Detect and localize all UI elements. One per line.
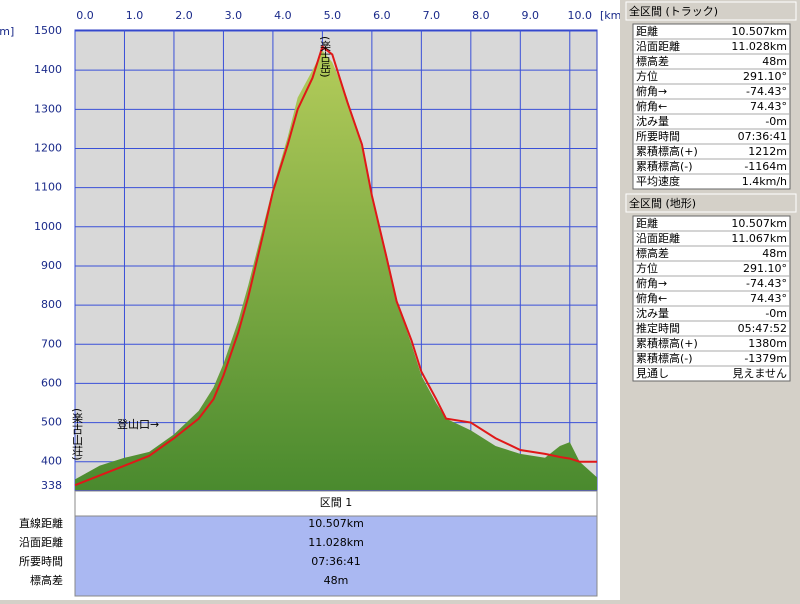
stat-value: 1380m bbox=[748, 337, 787, 350]
stat-label: 方位 bbox=[636, 261, 658, 275]
stat-value: -1164m bbox=[744, 160, 787, 173]
stat-label: 推定時間 bbox=[636, 321, 680, 335]
y-tick-label: 338 bbox=[41, 479, 62, 492]
stat-label: 方位 bbox=[636, 69, 658, 83]
stat-label: 標高差 bbox=[636, 246, 669, 260]
summit-label: (楽古岳) bbox=[319, 36, 332, 78]
stat-label: 距離 bbox=[636, 216, 658, 230]
stat-value: 11.067km bbox=[731, 232, 787, 245]
marks bbox=[74, 44, 597, 491]
y-tick-label: 1100 bbox=[34, 181, 62, 194]
segment-value: 10.507km bbox=[308, 517, 364, 530]
segment-value: 48m bbox=[324, 574, 349, 587]
panel-table bbox=[632, 23, 791, 190]
segment-label: 沿面距離 bbox=[19, 535, 63, 549]
y-tick-label: 900 bbox=[41, 259, 62, 272]
segment-label: 所要時間 bbox=[19, 555, 63, 568]
stat-value: 291.10° bbox=[743, 262, 787, 275]
stat-label: 俯角→ bbox=[636, 84, 667, 98]
x-tick-label: 6.0 bbox=[373, 9, 391, 22]
stat-value: -0m bbox=[765, 307, 787, 320]
stat-label: 沿面距離 bbox=[636, 231, 680, 245]
panel-title-box bbox=[625, 1, 797, 21]
stat-label: 累積標高(-) bbox=[636, 351, 693, 365]
stat-label: 俯角→ bbox=[636, 276, 667, 290]
x-tick-label: 0.0 bbox=[76, 9, 94, 22]
stat-value: 74.43° bbox=[750, 100, 787, 113]
x-tick-label: 8.0 bbox=[472, 9, 490, 22]
stat-label: 沈み量 bbox=[636, 114, 669, 128]
stat-value: -74.43° bbox=[746, 85, 787, 98]
stat-value: 見えません bbox=[732, 367, 787, 380]
stat-label: 俯角← bbox=[636, 291, 667, 305]
segment-value: 07:36:41 bbox=[311, 555, 360, 568]
labels: 0.0 1.0 2.0 3.0 4.0 5.0 6.0 7.0 8.0 9.0 10.0 338 400… bbox=[34, 9, 592, 492]
y-tick-label: 1400 bbox=[34, 63, 62, 76]
stat-value: 291.10° bbox=[743, 70, 787, 83]
stat-value: 1.4km/h bbox=[742, 175, 787, 188]
segment-label: 直線距離 bbox=[19, 516, 63, 530]
x-tick-label: 9.0 bbox=[522, 9, 540, 22]
y-tick-label: 1200 bbox=[34, 141, 62, 154]
y-tick-label: 500 bbox=[41, 416, 62, 429]
y-unit-label: [m] bbox=[0, 25, 14, 38]
y-tick-label: 1300 bbox=[34, 102, 62, 115]
terrain-area bbox=[75, 50, 597, 491]
x-unit-label: [km] bbox=[600, 9, 626, 22]
stat-value: -0m bbox=[765, 115, 787, 128]
panel-table bbox=[632, 215, 791, 382]
stat-label: 距離 bbox=[636, 24, 658, 38]
stat-label: 沈み量 bbox=[636, 306, 669, 320]
stat-value: 48m bbox=[762, 55, 787, 68]
segment-title: 区間 1 bbox=[320, 496, 353, 509]
segment-body bbox=[74, 515, 598, 597]
stat-label: 平均速度 bbox=[636, 174, 680, 188]
x-tick-label: 10.0 bbox=[568, 9, 593, 22]
y-tick-label: 800 bbox=[41, 298, 62, 311]
track-line bbox=[74, 44, 597, 487]
stat-value: 11.028km bbox=[731, 40, 787, 53]
x-tick-label: 2.0 bbox=[175, 9, 193, 22]
stat-value: 10.507km bbox=[731, 25, 787, 38]
stat-value: -74.43° bbox=[746, 277, 787, 290]
hut-label: (楽古山荘) bbox=[71, 408, 84, 461]
stat-value: 48m bbox=[762, 247, 787, 260]
stat-label: 累積標高(+) bbox=[636, 336, 698, 350]
stat-label: 累積標高(-) bbox=[636, 159, 693, 173]
x-tick-label: 4.0 bbox=[274, 9, 292, 22]
stat-label: 俯角← bbox=[636, 99, 667, 113]
stat-value: 1212m bbox=[748, 145, 787, 158]
stat-value: 10.507km bbox=[731, 217, 787, 230]
stat-value: 05:47:52 bbox=[738, 322, 787, 335]
x-tick-label: 3.0 bbox=[225, 9, 243, 22]
panel-title: 全区間 (トラック) bbox=[629, 4, 718, 18]
x-tick-label: 5.0 bbox=[324, 9, 342, 22]
segment-label: 標高差 bbox=[30, 573, 63, 587]
segment-header bbox=[74, 490, 598, 517]
stat-label: 見通し bbox=[636, 367, 669, 380]
x-tick-label: 1.0 bbox=[126, 9, 144, 22]
segment-table: 区間 1 直線距離 10.507km 沿面距離 11.028km 所要時間 07:36:41… bbox=[19, 490, 598, 597]
stat-value: 07:36:41 bbox=[738, 130, 787, 143]
y-tick-label: 1500 bbox=[34, 24, 62, 37]
stat-label: 沿面距離 bbox=[636, 39, 680, 53]
panel-title-box bbox=[625, 193, 797, 213]
y-tick-label: 1000 bbox=[34, 220, 62, 233]
x-tick-label: 7.0 bbox=[423, 9, 441, 22]
stats-tables: 全区間 (トラック) 距離 10.507km 沿面距離 11.028km 標高差 48m 方位… bbox=[625, 1, 797, 382]
stat-value: -1379m bbox=[744, 352, 787, 365]
stat-label: 累積標高(+) bbox=[636, 144, 698, 158]
y-tick-label: 400 bbox=[41, 455, 62, 468]
stat-value: 74.43° bbox=[750, 292, 787, 305]
trailhead-label: 登山口→ bbox=[117, 417, 159, 431]
stat-label: 標高差 bbox=[636, 54, 669, 68]
y-tick-label: 700 bbox=[41, 337, 62, 350]
segment-value: 11.028km bbox=[308, 536, 364, 549]
stat-label: 所要時間 bbox=[636, 130, 680, 143]
panel-title: 全区間 (地形) bbox=[629, 196, 696, 210]
y-tick-label: 600 bbox=[41, 376, 62, 389]
